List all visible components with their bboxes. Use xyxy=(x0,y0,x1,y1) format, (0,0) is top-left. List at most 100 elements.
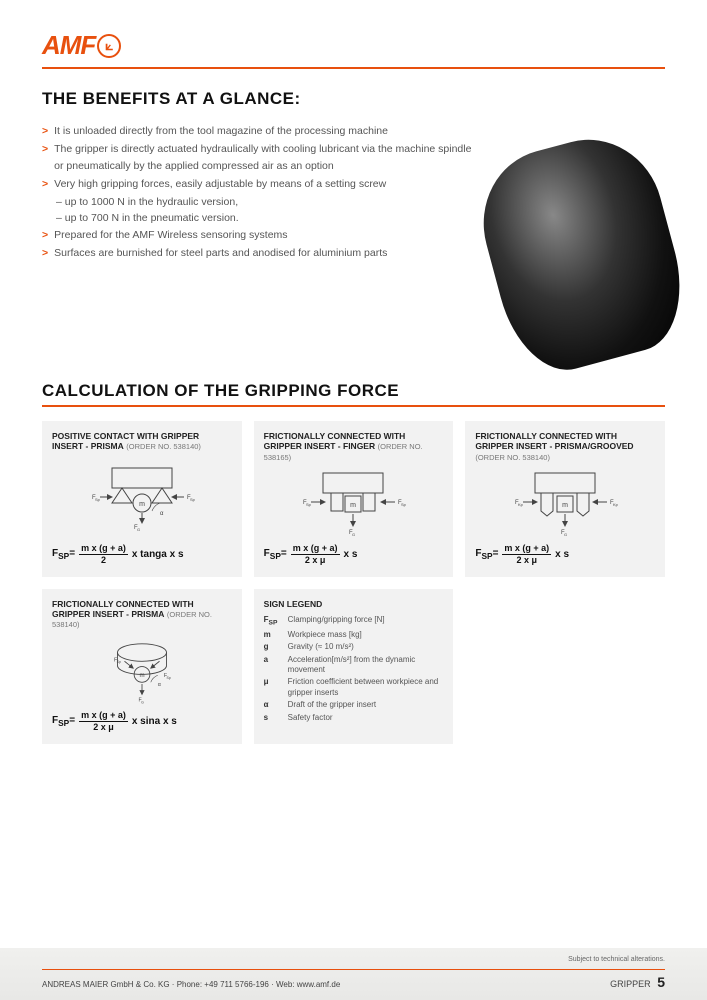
formula-tail: x sina x s xyxy=(132,716,177,727)
benefit-item: > It is unloaded directly from the tool m… xyxy=(42,123,478,139)
fbox-order: (ORDER NO. 538140) xyxy=(475,453,550,462)
benefit-item: >The gripper is directly actuated hydrau… xyxy=(42,141,478,174)
svg-text:m: m xyxy=(139,672,144,679)
legend-sym: g xyxy=(264,642,288,652)
legend-row: mWorkpiece mass [kg] xyxy=(264,630,444,640)
benefit-text: The gripper is directly actuated hydraul… xyxy=(54,141,478,174)
fbox-title: FRICTIONALLY CONNECTED WITH GRIPPER INSE… xyxy=(475,431,633,451)
legend-sym: a xyxy=(264,655,288,676)
svg-text:m: m xyxy=(351,502,357,509)
product-image xyxy=(457,113,707,393)
legend-desc: Workpiece mass [kg] xyxy=(288,630,444,640)
benefits-block: > It is unloaded directly from the tool m… xyxy=(42,123,665,261)
formula: FSP= m x (g + a)2 x μ x s xyxy=(264,544,444,565)
legend-row: αDraft of the gripper insert xyxy=(264,700,444,710)
formula-box-2: FRICTIONALLY CONNECTED WITH GRIPPER INSE… xyxy=(254,421,454,576)
doc-name: GRIPPER xyxy=(610,979,651,989)
chevron-icon: > xyxy=(42,123,48,139)
legend-sym: α xyxy=(264,700,288,710)
chevron-icon: > xyxy=(42,176,48,192)
benefit-item: > Very high gripping forces, easily adjus… xyxy=(42,176,478,192)
benefits-title: THE BENEFITS AT A GLANCE: xyxy=(42,89,665,109)
calc-section: CALCULATION OF THE GRIPPING FORCE POSITI… xyxy=(42,381,665,744)
benefit-text: It is unloaded directly from the tool ma… xyxy=(54,123,388,139)
svg-text:Sp: Sp xyxy=(95,497,101,502)
formula: FSP= m x (g + a)2 x μ x sina x s xyxy=(52,711,232,732)
gripper-shape xyxy=(467,123,698,382)
formula-tail: x s xyxy=(344,549,358,560)
svg-text:G: G xyxy=(141,700,144,704)
logo-icon: ⟀ xyxy=(97,34,121,58)
diagram-prisma-friction-iso: m FSp FSp FG α xyxy=(52,635,232,705)
benefit-text: Very high gripping forces, easily adjust… xyxy=(54,176,386,192)
legend-desc: Clamping/gripping force [N] xyxy=(288,615,444,628)
footer-pagination: GRIPPER 5 xyxy=(610,974,665,990)
divider xyxy=(42,405,665,407)
benefit-text: Surfaces are burnished for steel parts a… xyxy=(54,245,387,261)
divider xyxy=(42,67,665,69)
chevron-icon: > xyxy=(42,141,48,174)
svg-text:Kp: Kp xyxy=(613,502,619,507)
empty-cell xyxy=(465,589,665,744)
frac-num: m x (g + a) xyxy=(79,544,128,555)
benefit-sub: – up to 1000 N in the hydraulic version, xyxy=(56,194,478,210)
legend-row: aAcceleration[m/s²] from the dynamic mov… xyxy=(264,655,444,676)
legend-row: sSafety factor xyxy=(264,713,444,723)
svg-text:Sp: Sp xyxy=(166,676,170,680)
svg-text:G: G xyxy=(352,532,355,537)
legend-desc: Friction coefficient between workpiece a… xyxy=(288,677,444,698)
svg-text:Sp: Sp xyxy=(306,502,312,507)
svg-text:Sp: Sp xyxy=(401,502,407,507)
divider xyxy=(42,969,665,970)
legend-row: FSPClamping/gripping force [N] xyxy=(264,615,444,628)
frac-num: m x (g + a) xyxy=(502,544,551,555)
legend-sym: m xyxy=(264,630,288,640)
frac-den: 2 x μ xyxy=(517,555,538,565)
legend-sym: μ xyxy=(264,677,288,698)
formula-box-1: POSITIVE CONTACT WITH GRIPPER INSERT - P… xyxy=(42,421,242,576)
svg-text:Kp: Kp xyxy=(518,502,524,507)
formula-grid: POSITIVE CONTACT WITH GRIPPER INSERT - P… xyxy=(42,421,665,744)
formula: FSP= m x (g + a)2 x μ x s xyxy=(475,544,655,565)
svg-text:G: G xyxy=(137,527,140,532)
svg-text:Sp: Sp xyxy=(190,497,196,502)
benefits-list: > It is unloaded directly from the tool m… xyxy=(42,123,478,261)
svg-text:m: m xyxy=(139,501,145,508)
diagram-finger: m FSp FSp FG xyxy=(264,468,444,538)
legend-row: gGravity (≈ 10 m/s²) xyxy=(264,642,444,652)
frac-den: 2 xyxy=(101,555,106,565)
benefit-item: > Surfaces are burnished for steel parts … xyxy=(42,245,478,261)
diagram-prisma-positive: m FSp FSp FG α xyxy=(52,458,232,538)
svg-text:α: α xyxy=(158,682,161,688)
benefit-sub: – up to 700 N in the pneumatic version. xyxy=(56,210,478,226)
svg-text:α: α xyxy=(160,511,164,517)
svg-text:Sp: Sp xyxy=(116,660,120,664)
benefit-text: Prepared for the AMF Wireless sensoring … xyxy=(54,227,287,243)
formula-tail: x s xyxy=(555,549,569,560)
frac-den: 2 x μ xyxy=(93,722,114,732)
frac-num: m x (g + a) xyxy=(291,544,340,555)
legend-desc: Draft of the gripper insert xyxy=(288,700,444,710)
legend-row: μFriction coefficient between workpiece … xyxy=(264,677,444,698)
diagram-prisma-grooved: m FKp FKp FG xyxy=(475,468,655,538)
benefit-item: > Prepared for the AMF Wireless sensoring… xyxy=(42,227,478,243)
footer: Subject to technical alterations. ANDREA… xyxy=(0,948,707,1000)
footer-disclaimer: Subject to technical alterations. xyxy=(42,956,665,963)
formula: FSP= m x (g + a)2 x tanga x s xyxy=(52,544,232,565)
svg-text:m: m xyxy=(562,502,568,509)
page-number: 5 xyxy=(657,974,665,990)
frac-den: 2 x μ xyxy=(305,555,326,565)
legend-sym: s xyxy=(264,713,288,723)
legend-desc: Gravity (≈ 10 m/s²) xyxy=(288,642,444,652)
chevron-icon: > xyxy=(42,245,48,261)
formula-box-4: FRICTIONALLY CONNECTED WITH GRIPPER INSE… xyxy=(42,589,242,744)
logo: AMF ⟀ xyxy=(42,30,665,61)
legend-box: SIGN LEGEND FSPClamping/gripping force [… xyxy=(254,589,454,744)
frac-num: m x (g + a) xyxy=(79,711,128,722)
footer-company: ANDREAS MAIER GmbH & Co. KG · Phone: +49… xyxy=(42,980,340,989)
chevron-icon: > xyxy=(42,227,48,243)
legend-desc: Acceleration[m/s²] from the dynamic move… xyxy=(288,655,444,676)
formula-tail: x tanga x s xyxy=(132,549,184,560)
legend-title: SIGN LEGEND xyxy=(264,599,444,609)
svg-text:G: G xyxy=(564,532,567,537)
